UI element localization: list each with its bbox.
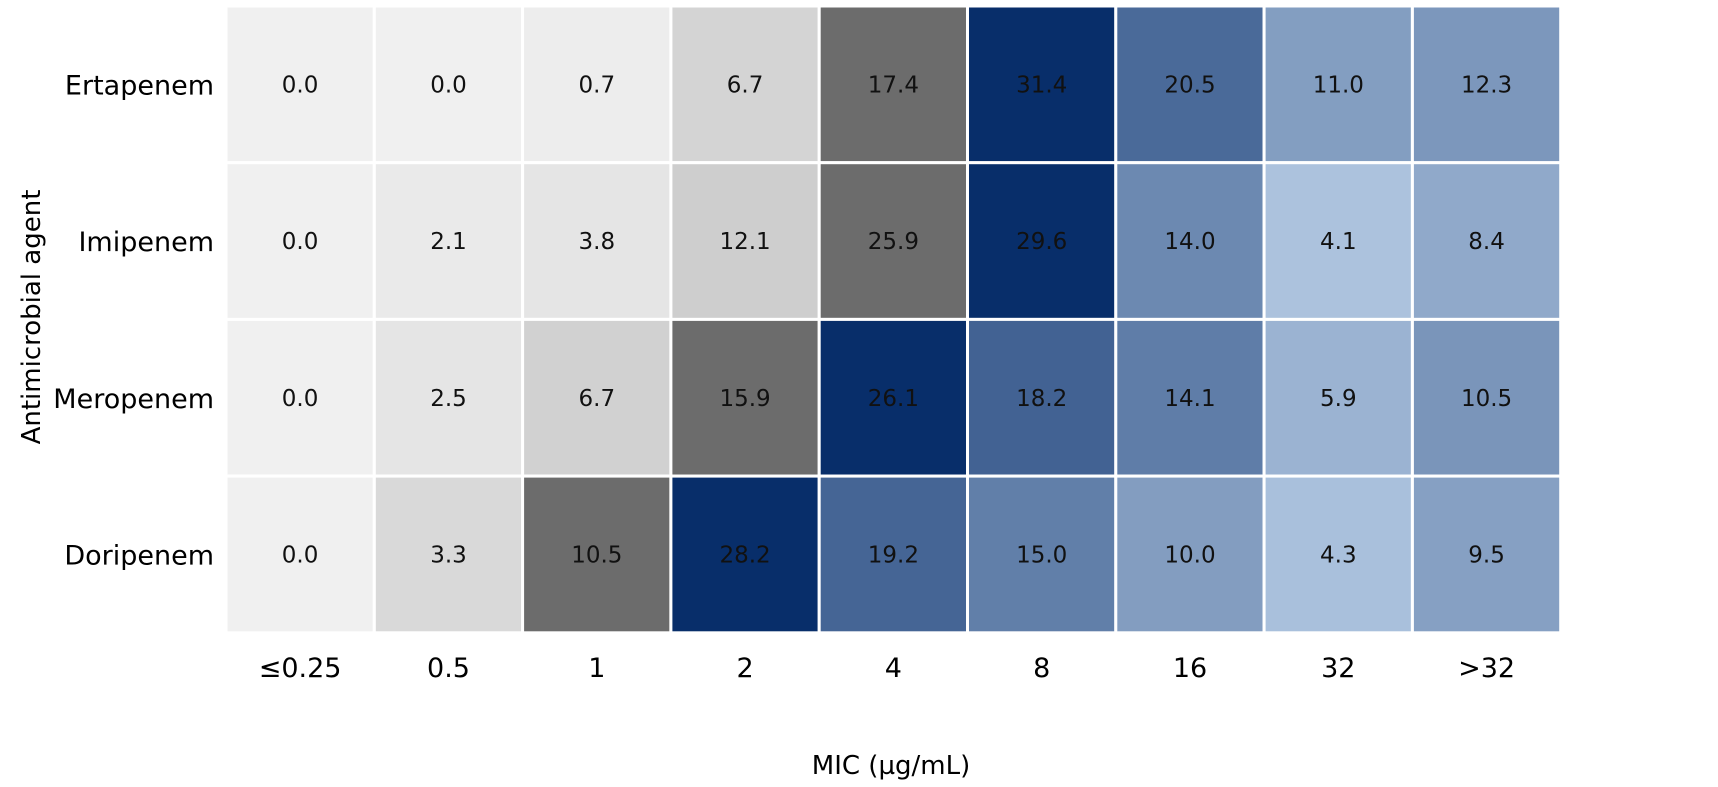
cell-value-label: 20.5	[1164, 72, 1215, 98]
y-tick-labels: Ertapenem Imipenem Meropenem Doripenem	[53, 70, 214, 571]
cell-value-label: 4.1	[1320, 229, 1357, 255]
cell-value-label: 6.7	[579, 386, 616, 412]
y-axis-label: Antimicrobial agent	[17, 190, 47, 445]
cell-value-label: 29.6	[1016, 229, 1067, 255]
cell-value-label: 17.4	[868, 72, 919, 98]
cell-value-label: 10.5	[1461, 386, 1512, 412]
cell-value-label: 10.5	[571, 542, 622, 568]
heatmap-cell	[1410, 317, 1563, 478]
cell-value-label: 15.0	[1016, 542, 1067, 568]
cell-value-label: 2.5	[430, 386, 467, 412]
heatmap-cell	[224, 4, 376, 165]
heatmap-cell	[224, 317, 376, 478]
heatmap-cell	[224, 161, 376, 321]
cell-value-label: 6.7	[727, 72, 764, 98]
y-tick-label: Imipenem	[78, 227, 214, 258]
cell-value-label: 12.1	[719, 229, 770, 255]
x-tick-label: 8	[1033, 653, 1050, 684]
cell-value-label: 25.9	[868, 229, 919, 255]
cell-value-label: 12.3	[1461, 72, 1512, 98]
heatmap-cell	[372, 317, 525, 478]
cell-value-label: 28.2	[719, 542, 770, 568]
heatmap-cell	[817, 317, 970, 478]
heatmap-cell	[372, 4, 525, 165]
x-tick-label: 1	[588, 653, 605, 684]
cell-value-label: 14.0	[1164, 229, 1215, 255]
cell-value-label: 5.9	[1320, 386, 1357, 412]
x-tick-labels: ≤0.25 0.5 1 2 4 8 16 32 >32	[259, 653, 1515, 684]
cell-value-label: 0.0	[430, 72, 467, 98]
y-tick-label: Doripenem	[64, 540, 214, 571]
cell-value-label: 11.0	[1313, 72, 1364, 98]
x-tick-label: ≤0.25	[259, 653, 342, 684]
heatmap-cell	[1262, 161, 1414, 321]
heatmap-cell	[521, 161, 673, 321]
heatmap-cell	[817, 161, 970, 321]
cell-value-label: 0.7	[579, 72, 616, 98]
x-tick-label: 16	[1173, 653, 1207, 684]
x-tick-label: 2	[737, 653, 754, 684]
x-tick-label: >32	[1458, 653, 1515, 684]
cell-value-label: 19.2	[868, 542, 919, 568]
heatmap-cell	[966, 4, 1118, 165]
x-tick-label: 0.5	[427, 653, 470, 684]
heatmap-cell	[669, 474, 821, 635]
x-axis-label: MIC (µg/mL)	[812, 751, 970, 781]
heatmap-cell	[521, 4, 673, 165]
cell-value-label: 15.9	[719, 386, 770, 412]
cell-value-label: 9.5	[1468, 542, 1505, 568]
heatmap-cell	[224, 474, 376, 635]
x-tick-label: 32	[1321, 653, 1355, 684]
heatmap-cell	[1114, 161, 1266, 321]
cell-value-label: 31.4	[1016, 72, 1067, 98]
cell-value-label: 2.1	[430, 229, 467, 255]
y-tick-label: Ertapenem	[65, 70, 214, 101]
heatmap-cells: 0.0 0.0 0.7 6.7 17.4 31.4 20.5 11.0 12.3 0.0 2.1 3.…	[224, 4, 1563, 635]
heatmap-cell	[1410, 474, 1563, 635]
cell-value-label: 4.3	[1320, 542, 1357, 568]
cell-value-label: 26.1	[868, 386, 919, 412]
heatmap-cell	[1410, 161, 1563, 321]
heatmap-cell	[1262, 4, 1414, 165]
cell-value-label: 3.8	[579, 229, 616, 255]
cell-value-label: 0.0	[282, 386, 319, 412]
heatmap-cell	[521, 317, 673, 478]
heatmap-cell	[1114, 474, 1266, 635]
cell-value-label: 18.2	[1016, 386, 1067, 412]
x-tick-label: 4	[885, 653, 902, 684]
cell-value-label: 0.0	[282, 542, 319, 568]
cell-value-label: 8.4	[1468, 229, 1505, 255]
cell-value-label: 14.1	[1164, 386, 1215, 412]
heatmap-cell	[372, 474, 525, 635]
cell-value-label: 0.0	[282, 229, 319, 255]
cell-value-label: 3.3	[430, 542, 467, 568]
cell-value-label: 10.0	[1164, 542, 1215, 568]
heatmap-cell	[669, 317, 821, 478]
y-tick-label: Meropenem	[53, 384, 214, 415]
cell-value-label: 0.0	[282, 72, 319, 98]
heatmap-cell	[1262, 474, 1414, 635]
